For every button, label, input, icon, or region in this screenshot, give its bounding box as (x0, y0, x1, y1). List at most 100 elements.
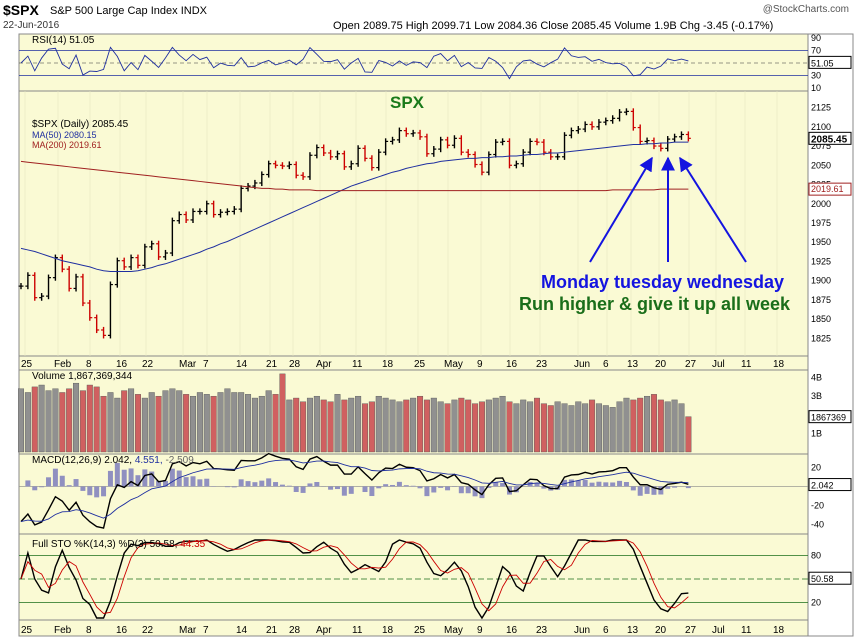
macd-histogram-bar (596, 481, 602, 487)
macd-histogram-bar (341, 486, 347, 496)
volume-bar (100, 395, 107, 453)
ma200-legend: MA(200) 2019.61 (32, 140, 102, 150)
x-axis-label-bottom: 6 (603, 625, 609, 636)
macd-histogram-bar (417, 486, 423, 489)
volume-bar (671, 399, 678, 453)
x-axis-label-top: 6 (603, 359, 609, 370)
macd-histogram-bar (658, 486, 664, 495)
macd-histogram-bar (445, 486, 451, 491)
macd-histogram-bar (169, 468, 175, 487)
macd-histogram-bar (651, 486, 657, 495)
volume-bar (224, 388, 231, 453)
macd-histogram-bar (25, 480, 31, 487)
volume-bar (630, 399, 637, 453)
volume-bar (527, 401, 534, 453)
macd-histogram-bar (458, 486, 464, 494)
macd-histogram-bar (197, 479, 203, 487)
volume-bar (148, 392, 155, 453)
macd-histogram-bar (279, 484, 285, 487)
volume-bar (685, 416, 692, 453)
macd-histogram-bar (383, 484, 389, 487)
volume-bar (664, 401, 671, 453)
price-tick-label: 2125 (811, 103, 831, 113)
volume-bar (66, 388, 73, 453)
volume-bar (410, 397, 417, 453)
volume-bar (320, 399, 327, 453)
volume-bar (38, 384, 45, 453)
macd-legend: MACD(12,26,9) 2.042, 4.551, -2.509 (32, 455, 194, 466)
x-axis-label-top: May (444, 359, 463, 370)
current-price-label: 2085.45 (811, 134, 848, 145)
volume-bar (458, 397, 465, 453)
volume-bar (141, 397, 148, 453)
x-axis-label-bottom: 13 (627, 625, 639, 636)
ma200-line (20, 160, 689, 192)
volume-bar (403, 399, 410, 453)
spx-chart-label: SPX (390, 93, 425, 112)
volume-bar (300, 401, 307, 453)
x-axis-label-bottom: 9 (477, 625, 483, 636)
volume-bar (423, 399, 430, 453)
macd-histogram-bar (224, 486, 230, 488)
symbol-description: S&P 500 Large Cap Index INDX (50, 5, 207, 17)
volume-bar (176, 390, 183, 453)
macd-histogram-bar (390, 484, 396, 487)
x-axis-label-top: Mar (179, 359, 197, 370)
macd-histogram-bar (121, 469, 127, 487)
sto-legend-main: Full STO %K(14,3) %D(3) 50.58, (32, 539, 178, 550)
volume-bar (396, 401, 403, 453)
volume-bar (162, 390, 169, 453)
volume-bar (465, 399, 472, 453)
volume-bar (45, 390, 52, 453)
x-axis-label-bottom: 28 (289, 625, 301, 636)
macd-histogram-bar (183, 477, 189, 487)
volume-bar (31, 386, 38, 453)
x-axis-label-bottom: 27 (685, 625, 697, 636)
x-axis-label-bottom: 11 (741, 625, 752, 636)
macd-histogram-bar (479, 486, 485, 499)
macd-histogram-bar (362, 486, 368, 493)
macd-histogram-bar (500, 482, 506, 487)
rsi-tick-label: 70 (811, 46, 821, 56)
macd-legend-hist: -2.509 (165, 455, 194, 466)
macd-histogram-bar (486, 486, 492, 488)
macd-histogram-bar (610, 482, 616, 487)
macd-histogram-bar (94, 486, 100, 498)
volume-bar (485, 399, 492, 453)
volume-bar (575, 401, 582, 453)
ma200-tag-label: 2019.61 (811, 184, 844, 194)
macd-histogram-bar (403, 485, 409, 487)
annotation-comment: Run higher & give it up all week (519, 294, 791, 314)
volume-tick-label: 3B (811, 391, 822, 401)
volume-bar (306, 397, 313, 453)
x-axis-label-top: 11 (352, 359, 363, 370)
volume-bar (534, 397, 541, 453)
macd-histogram-bar (328, 486, 334, 490)
sto-d-line (20, 539, 689, 614)
macd-histogram-bar (410, 485, 416, 487)
volume-bar (637, 397, 644, 453)
price-tick-label: 1925 (811, 256, 831, 266)
volume-bar (589, 399, 596, 453)
rsi-panel (18, 33, 809, 92)
volume-bar (644, 395, 651, 453)
volume-bar (368, 401, 375, 453)
chart-date: 22-Jun-2016 (3, 20, 60, 31)
macd-histogram-bar (190, 476, 196, 487)
macd-histogram-bar (156, 480, 162, 487)
macd-tick-label: 20 (811, 462, 821, 472)
macd-histogram-bar (376, 486, 382, 489)
price-tick-label: 1850 (811, 314, 831, 324)
volume-bar (437, 401, 444, 453)
sto-legend-d: 44.35 (180, 539, 206, 550)
x-axis-label-top: 18 (773, 359, 785, 370)
volume-bar (134, 394, 141, 453)
x-axis-label-top: 28 (289, 359, 301, 370)
macd-histogram-bar (314, 481, 320, 487)
volume-bar (155, 395, 162, 453)
symbol-name: S&P 500 Large Cap Index (50, 5, 178, 17)
volume-bar (451, 399, 458, 453)
macd-histogram-bar (231, 486, 237, 488)
rsi-legend: RSI(14) 51.05 (32, 35, 95, 46)
